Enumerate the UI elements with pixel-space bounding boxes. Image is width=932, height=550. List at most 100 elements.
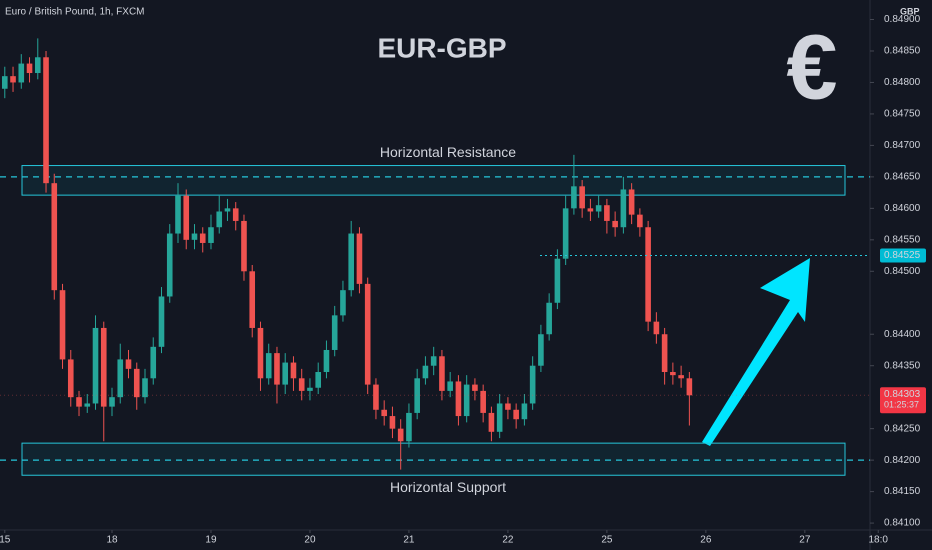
candle-body (232, 208, 239, 221)
candle-body (587, 208, 594, 212)
candle-body (290, 362, 297, 379)
candle-body (480, 390, 486, 413)
chart-header: Euro / British Pound, 1h, FXCM (5, 7, 145, 18)
chart-title: EUR-GBP (377, 32, 506, 63)
candle-body (637, 214, 643, 228)
candle-body (678, 375, 684, 379)
candle-body (579, 186, 585, 209)
candle-body (447, 381, 453, 391)
zone (21, 442, 846, 476)
candle-body (199, 233, 206, 243)
y-tick-label: 0.84850 (884, 46, 921, 57)
y-tick-label: 0.84250 (884, 423, 921, 434)
candle-body (208, 227, 214, 243)
candle-body (373, 384, 379, 410)
candle-body (472, 384, 478, 391)
candle-body (348, 233, 355, 291)
zone-label: Horizontal Resistance (380, 144, 516, 160)
candle-body (571, 186, 577, 209)
x-tick-label: 15 (0, 535, 11, 546)
candle-body (216, 211, 223, 228)
candle-body (653, 321, 660, 335)
y-tick-label: 0.84400 (884, 329, 921, 340)
candle-body (59, 290, 66, 360)
y-tick-label: 0.84150 (884, 486, 921, 497)
candle-body (142, 378, 148, 398)
candle-body (92, 327, 99, 404)
candle-body (439, 356, 445, 391)
candle-body (298, 378, 305, 391)
x-tick-label: 22 (502, 535, 514, 546)
candle-body (505, 403, 511, 410)
candle-body (538, 334, 544, 366)
candle-body (257, 327, 264, 379)
y-tick-label: 0.84500 (884, 266, 921, 277)
candle-body (645, 227, 651, 322)
candle-body (307, 387, 313, 391)
candle-body (282, 362, 289, 385)
countdown-label: 01:25:37 (884, 400, 919, 410)
candle-body (397, 428, 404, 442)
candle-body (604, 205, 610, 221)
x-tick-label: 18:0 (869, 535, 889, 546)
x-tick-label: 18 (106, 535, 118, 546)
candle-body (323, 349, 330, 373)
x-tick-label: 25 (601, 535, 613, 546)
candle-body (26, 63, 33, 74)
candle-body (241, 220, 247, 272)
candle-body (331, 315, 338, 350)
x-tick-label: 20 (304, 535, 316, 546)
candle-body (18, 63, 25, 83)
candle-body (76, 397, 82, 407)
candle-body (381, 409, 387, 417)
candle-body (422, 365, 429, 379)
candle-body (133, 368, 140, 398)
y-tick-label: 0.84550 (884, 234, 921, 245)
candle-body (670, 372, 676, 376)
candle-body (595, 205, 602, 212)
candle-body (1, 76, 8, 89)
x-tick-label: 26 (700, 535, 712, 546)
candle-body (274, 353, 280, 385)
candle-body (265, 353, 272, 379)
candle-body (686, 378, 693, 396)
candle-body (340, 290, 346, 316)
candle-body (150, 346, 157, 379)
candle-body (51, 183, 58, 291)
candle-body (183, 195, 190, 240)
candle-body (406, 412, 412, 442)
candle-body (554, 258, 561, 303)
x-tick-label: 19 (205, 535, 217, 546)
candle-body (100, 327, 107, 407)
candle-body (84, 403, 91, 407)
target-price-label: 0.84525 (884, 250, 921, 261)
candle-body (34, 57, 41, 74)
candle-body (109, 397, 115, 407)
last-price-label: 0.84303 (884, 389, 921, 400)
candle-body (117, 359, 124, 398)
candle-body (191, 233, 198, 240)
candle-body (628, 189, 635, 215)
candle-body (224, 208, 231, 212)
candle-body (521, 403, 528, 420)
candle-body (67, 359, 74, 398)
y-tick-label: 0.84600 (884, 203, 921, 214)
candle-body (158, 296, 165, 347)
candle-body (315, 372, 322, 388)
candle-body (661, 334, 668, 373)
y-tick-label: 0.84200 (884, 455, 921, 466)
y-tick-label: 0.84900 (884, 14, 921, 25)
candle-body (10, 76, 16, 83)
candle-body (620, 189, 627, 228)
candle-body (356, 233, 363, 284)
x-tick-label: 21 (403, 535, 415, 546)
currency-symbol: € (786, 16, 837, 118)
candle-body (125, 359, 132, 369)
candle-body (430, 356, 437, 366)
zone-label: Horizontal Support (390, 479, 506, 495)
candle-body (529, 365, 536, 404)
candle-body (488, 412, 495, 432)
